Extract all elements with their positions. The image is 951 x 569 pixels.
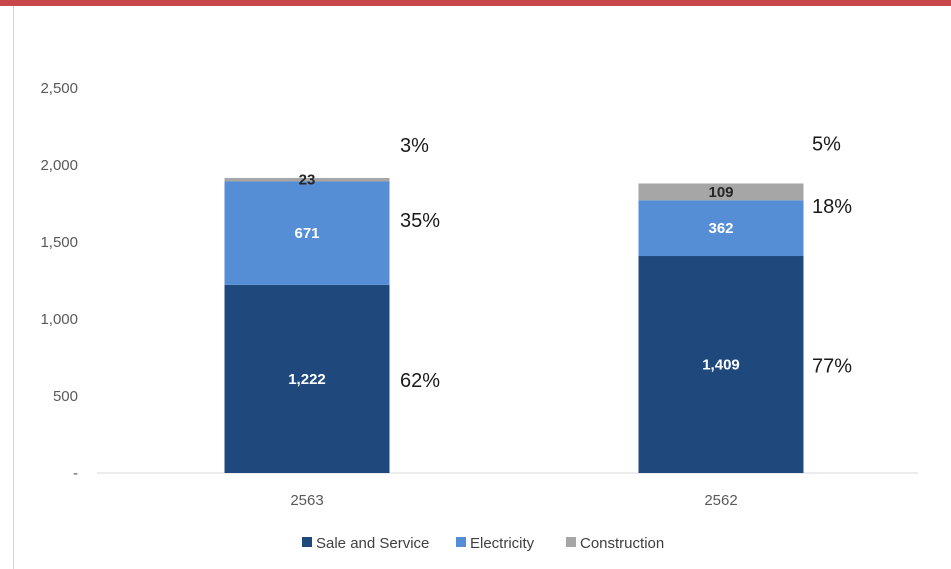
legend-label: Construction — [580, 535, 664, 552]
data-label: 23 — [299, 172, 316, 189]
y-tick-label: 1,000 — [40, 311, 78, 328]
bar-segment-electricity — [638, 200, 804, 257]
data-label: 1,222 — [288, 371, 326, 388]
bar-segment-electricity — [224, 181, 390, 285]
y-tick-label: 1,500 — [40, 234, 78, 251]
top-accent-bar — [0, 0, 951, 6]
percent-label: 3% — [400, 135, 429, 157]
legend-swatch-construction — [566, 537, 576, 547]
legend-label: Electricity — [470, 535, 535, 552]
bar-segment-sale-and-service — [638, 256, 804, 473]
legend-swatch-electricity — [456, 537, 466, 547]
data-label: 671 — [294, 225, 319, 242]
y-tick-label: 2,000 — [40, 157, 78, 174]
x-category-label: 2562 — [704, 492, 737, 509]
y-tick-label: - — [73, 465, 78, 482]
bar-segment-sale-and-service — [224, 284, 390, 473]
y-tick-label: 2,500 — [40, 80, 78, 97]
percent-label: 5% — [812, 133, 841, 155]
bar-segment-construction — [638, 183, 804, 201]
legend-label: Sale and Service — [316, 535, 429, 552]
y-tick-label: 500 — [53, 388, 78, 405]
percent-label: 35% — [400, 210, 440, 232]
percent-label: 18% — [812, 196, 852, 218]
legend-swatch-sale-and-service — [302, 537, 312, 547]
left-border — [13, 6, 14, 569]
percent-label: 77% — [812, 356, 852, 378]
data-label: 1,409 — [702, 357, 740, 374]
data-label: 362 — [708, 220, 733, 237]
x-category-label: 2563 — [290, 492, 323, 509]
bar-segment-construction — [224, 177, 390, 182]
percent-label: 62% — [400, 370, 440, 392]
data-label: 109 — [708, 184, 733, 201]
